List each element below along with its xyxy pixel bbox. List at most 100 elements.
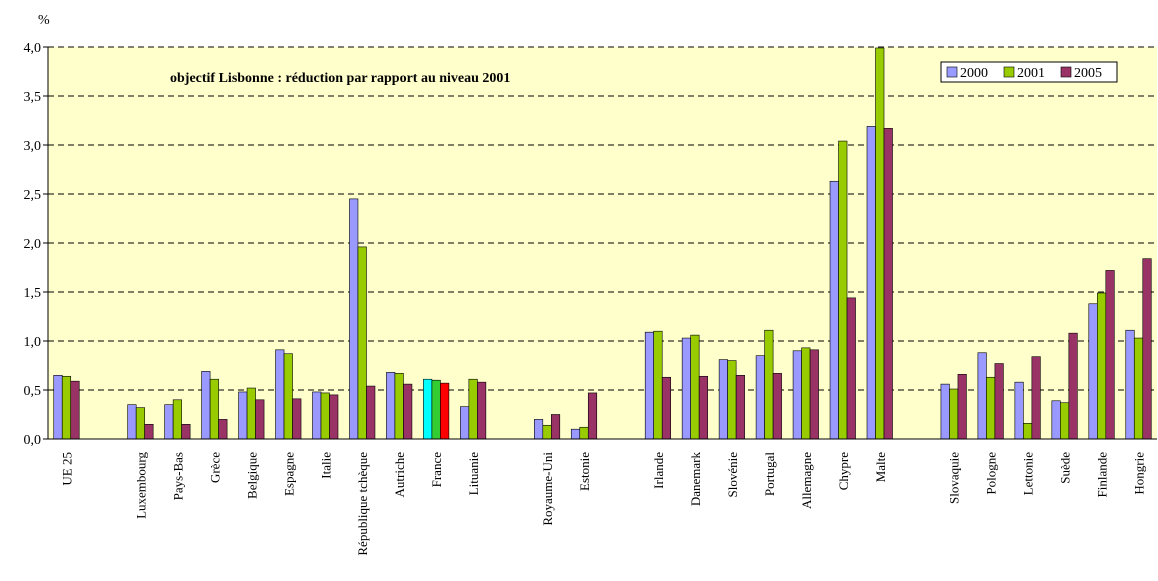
- x-tick-label: Royaume-Uni: [540, 452, 555, 526]
- x-tick-label: Autriche: [392, 452, 407, 498]
- bar-2001: [135, 407, 145, 440]
- bar-2005: [994, 363, 1004, 440]
- bar-2005: [957, 374, 967, 440]
- bar-2005: [587, 392, 598, 440]
- bar-2005: [1031, 356, 1041, 440]
- y-tick-label: 4,0: [24, 41, 42, 56]
- bar-2001: [764, 329, 774, 440]
- bar-2005: [1068, 332, 1078, 440]
- bar-2005: [440, 382, 450, 440]
- bar-2001: [246, 387, 256, 440]
- bar-2000: [386, 372, 396, 440]
- bar-2000: [275, 349, 285, 440]
- bar-2001: [838, 140, 848, 440]
- x-tick-label: Malte: [873, 452, 888, 483]
- bar-2000: [127, 404, 137, 440]
- bar-2001: [579, 426, 589, 440]
- bar-2000: [829, 180, 839, 440]
- x-tick-label: Slovaquie: [947, 452, 962, 504]
- bar-2001: [1060, 402, 1070, 440]
- bar-2005: [292, 398, 302, 440]
- bar-2000: [681, 337, 691, 440]
- bar-2005: [329, 394, 339, 440]
- bar-2005: [477, 381, 487, 440]
- x-tick-label: France: [429, 452, 444, 488]
- y-tick-label: 3,5: [24, 90, 42, 105]
- bar-2005: [772, 373, 782, 440]
- bar-2000: [1088, 303, 1098, 440]
- legend-box: [940, 61, 1118, 83]
- y-tick-label: 2,5: [24, 188, 42, 203]
- bar-2001: [727, 360, 737, 440]
- x-tick-label: Grèce: [207, 452, 222, 483]
- bar-2001: [1023, 423, 1033, 440]
- chart-annotation: objectif Lisbonne : réduction par rappor…: [170, 71, 510, 86]
- x-tick-label: Pologne: [984, 452, 999, 495]
- bar-2005: [661, 376, 672, 440]
- bar-2001: [986, 376, 996, 440]
- x-tick-label: Allemagne: [799, 452, 814, 509]
- bar-2005: [846, 297, 856, 440]
- legend: 2000 2001 2005: [940, 61, 1118, 83]
- bar-2001: [283, 353, 293, 440]
- x-tick-label: UE 25: [59, 452, 74, 486]
- bar-2000: [423, 378, 433, 440]
- x-tick-label: Belgique: [244, 452, 259, 499]
- legend-swatch: [1003, 66, 1015, 78]
- bar-2001: [949, 388, 959, 440]
- bar-2001: [394, 373, 404, 440]
- legend-swatch: [1060, 66, 1072, 78]
- bar-2000: [718, 359, 728, 440]
- bar-2001: [172, 399, 182, 440]
- x-tick-label: Hongrie: [1132, 452, 1147, 495]
- bar-2000: [570, 428, 581, 440]
- bar-2000: [792, 350, 802, 440]
- bar-2000: [1051, 400, 1061, 440]
- y-tick-label: 1,0: [24, 335, 42, 350]
- bar-2001: [1097, 292, 1107, 440]
- legend-swatch: [946, 66, 958, 78]
- bar-2001: [431, 379, 441, 440]
- y-tick-labels: 0,0 0,5 1,0 1,5 2,0 2,5 3,0 3,5 4,0: [24, 41, 42, 448]
- y-tick-label: 3,0: [24, 139, 42, 154]
- bar-2005: [366, 385, 376, 440]
- bar-2000: [977, 352, 987, 440]
- bar-2005: [218, 419, 228, 440]
- x-tick-label: République tchèque: [355, 452, 370, 556]
- bar-2000: [201, 371, 211, 440]
- bar-2000: [644, 331, 655, 440]
- bar-2001: [875, 47, 885, 440]
- y-tick-label: 0,0: [24, 433, 42, 448]
- bar-2005: [809, 349, 819, 440]
- bar-2005: [181, 423, 191, 440]
- bars: [53, 47, 1152, 440]
- legend-label: 2000: [960, 66, 988, 81]
- x-tick-label: Luxembourg: [133, 452, 148, 519]
- y-tick-label: 1,5: [24, 286, 42, 301]
- y-tick-label: 2,0: [24, 237, 42, 252]
- bar-2000: [312, 391, 322, 440]
- bar-2005: [550, 414, 561, 440]
- y-axis-label: %: [38, 13, 50, 28]
- bar-2000: [940, 383, 950, 440]
- bar-2000: [533, 419, 544, 440]
- legend-label: 2001: [1017, 66, 1045, 81]
- bar-2005: [1142, 258, 1152, 440]
- x-tick-label: Irlande: [651, 452, 666, 489]
- bar-2001: [690, 334, 700, 440]
- bar-2001: [320, 392, 330, 440]
- bar-2001: [61, 375, 72, 440]
- x-tick-label: Suède: [1058, 452, 1073, 484]
- bar-2001: [357, 246, 367, 440]
- bar-2005: [1105, 270, 1115, 440]
- bar-2000: [755, 355, 765, 440]
- x-tick-label: Danemark: [688, 452, 703, 507]
- gridlines: [48, 46, 1157, 391]
- bar-2000: [349, 198, 359, 440]
- bar-2000: [53, 374, 63, 440]
- bar-2000: [1014, 381, 1024, 440]
- x-tick-labels: UE 25 Luxembourg Pays-Bas Grèce Belgique Espa…: [59, 452, 1146, 556]
- bar-2005: [698, 375, 708, 440]
- x-tick-label: Espagne: [281, 452, 296, 496]
